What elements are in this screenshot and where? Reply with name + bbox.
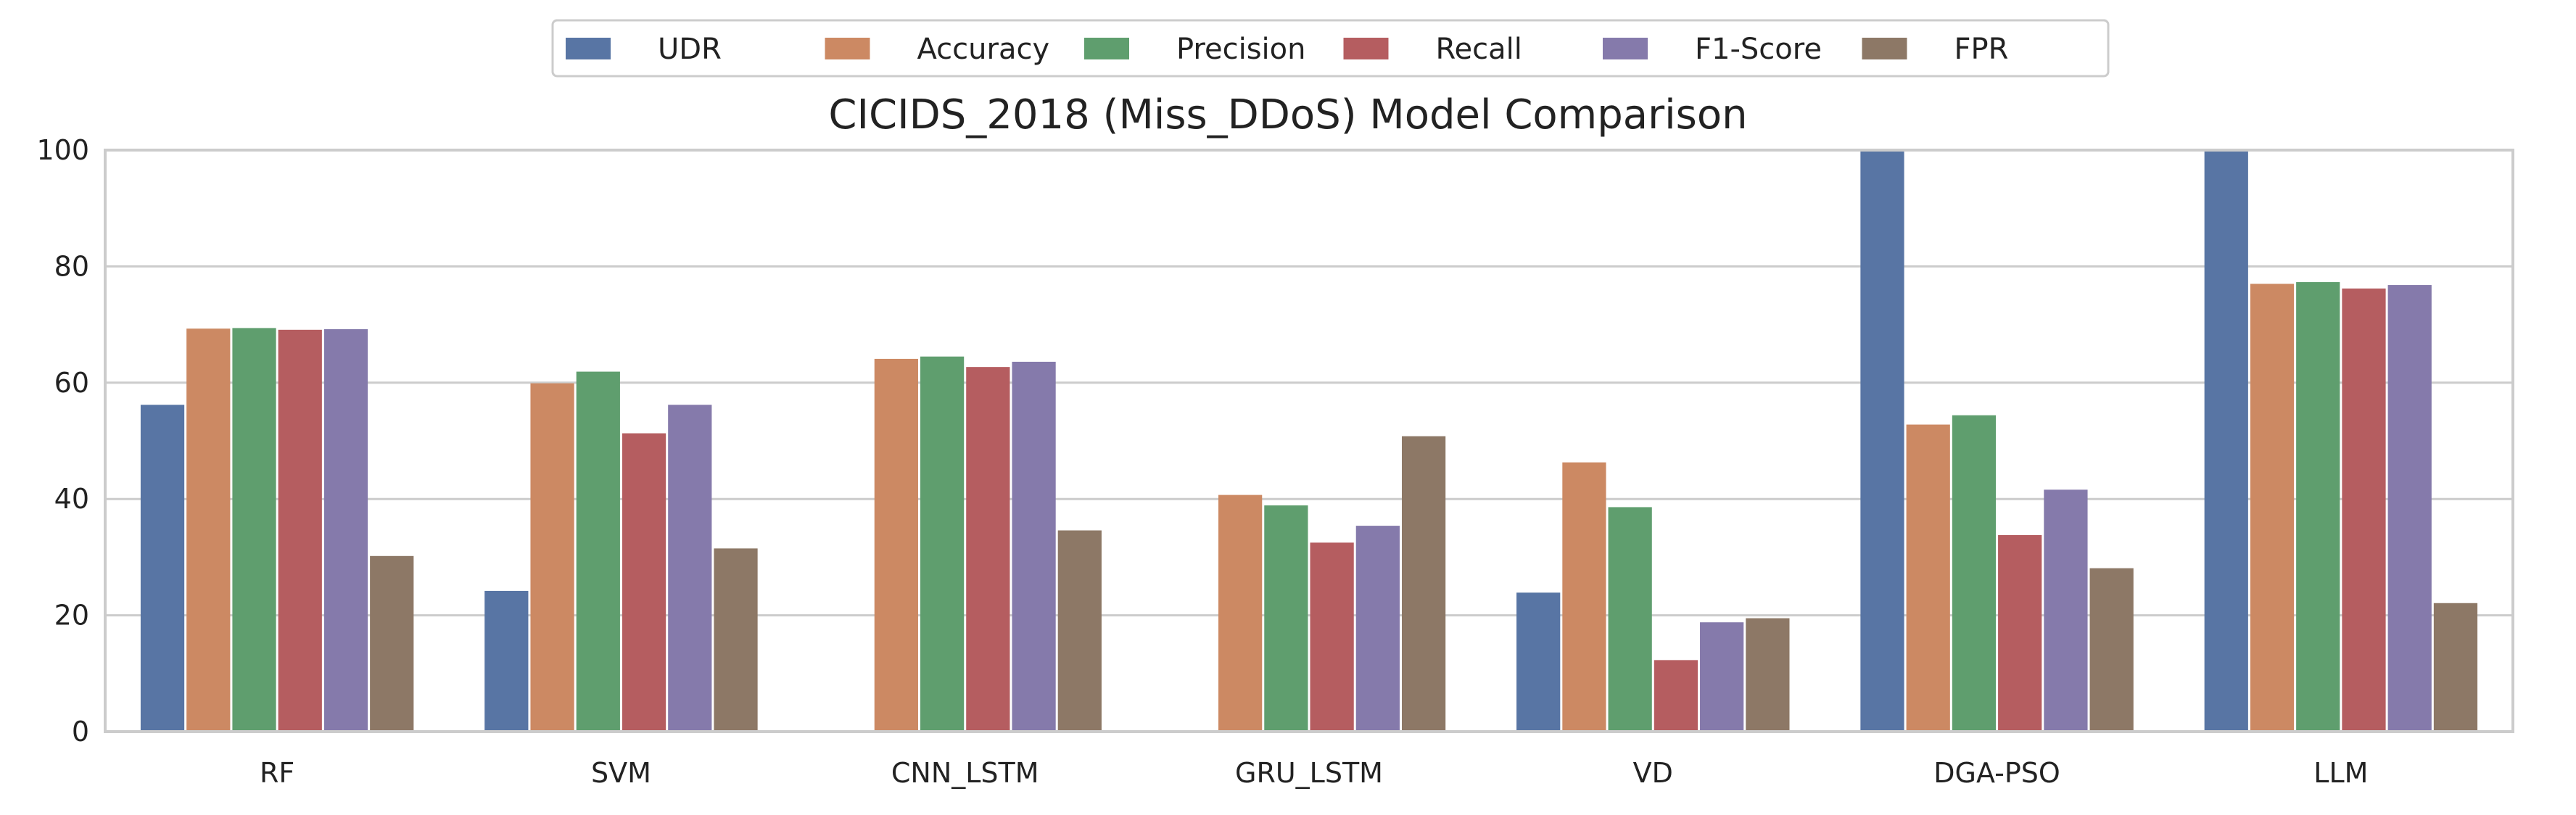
bar-fpr-dga-pso — [2089, 568, 2134, 732]
bar-recall-gru-lstm — [1310, 542, 1354, 732]
bar-udr-dga-pso — [1860, 151, 1904, 732]
legend-label: Precision — [1176, 33, 1305, 66]
x-tick-label: VD — [1633, 757, 1673, 789]
bar-recall-rf — [278, 329, 322, 732]
bars-layer — [140, 150, 2478, 732]
x-tick-label: RF — [260, 757, 294, 789]
legend-swatch — [825, 38, 870, 59]
bar-precision-dga-pso — [1952, 415, 1997, 732]
bar-precision-llm — [2296, 282, 2340, 732]
legend-label: UDR — [658, 33, 722, 66]
bar-udr-rf — [140, 405, 185, 732]
bar-fpr-llm — [2433, 603, 2478, 732]
bar-udr-vd — [1516, 592, 1561, 732]
bar-f1-score-rf — [323, 329, 368, 732]
legend: UDR Accuracy Precision Recall F1-Score FPR — [551, 19, 2110, 78]
x-tick-label: DGA-PSO — [1933, 757, 2060, 789]
bar-precision-rf — [232, 328, 276, 732]
y-tick-label: 20 — [54, 600, 89, 632]
x-tick-label: CNN_LSTM — [891, 757, 1039, 789]
frame-layer — [104, 149, 2514, 733]
grid-layer — [105, 149, 2513, 733]
bar-f1-score-dga-pso — [2044, 489, 2088, 732]
bar-precision-vd — [1608, 507, 1652, 732]
y-tick-label: 80 — [54, 250, 89, 282]
bar-udr-svm — [484, 590, 529, 732]
y-tick-labels: 0 20 40 60 80 100 — [36, 134, 89, 748]
chart-title: CICIDS_2018 (Miss_DDoS) Model Comparison — [828, 91, 1747, 138]
bar-recall-llm — [2342, 288, 2386, 732]
x-tick-label: LLM — [2313, 757, 2368, 789]
bar-f1-score-vd — [1700, 622, 1744, 732]
legend-swatch — [1084, 38, 1129, 59]
bar-accuracy-dga-pso — [1906, 424, 1950, 732]
legend-swatch — [1862, 38, 1907, 59]
bar-fpr-rf — [370, 555, 414, 732]
x-tick-label: GRU_LSTM — [1235, 757, 1383, 789]
bar-fpr-gru-lstm — [1401, 436, 1446, 732]
bar-f1-score-svm — [668, 405, 712, 732]
bar-accuracy-vd — [1562, 462, 1606, 732]
bar-accuracy-cnn-lstm — [874, 358, 918, 732]
legend-label: FPR — [1954, 33, 2009, 66]
bar-f1-score-cnn-lstm — [1012, 361, 1056, 732]
bar-fpr-svm — [714, 548, 758, 732]
y-tick-label: 0 — [72, 716, 89, 748]
legend-swatch — [566, 38, 611, 59]
x-tick-labels: RF SVM CNN_LSTM GRU_LSTM VD DGA-PSO LLM — [260, 757, 2368, 789]
legend-swatch — [1343, 38, 1389, 59]
bar-f1-score-gru-lstm — [1355, 526, 1400, 732]
bar-fpr-cnn-lstm — [1057, 530, 1102, 732]
bar-precision-cnn-lstm — [920, 356, 965, 732]
legend-label: F1-Score — [1695, 33, 1822, 66]
bar-f1-score-llm — [2387, 285, 2432, 732]
bar-accuracy-llm — [2250, 284, 2295, 732]
bar-recall-cnn-lstm — [966, 367, 1010, 732]
x-tick-label: SVM — [591, 757, 651, 789]
y-tick-label: 40 — [54, 483, 89, 515]
plot-frame — [104, 149, 2514, 733]
bar-accuracy-svm — [530, 383, 574, 732]
bar-precision-gru-lstm — [1264, 505, 1308, 732]
bar-accuracy-gru-lstm — [1218, 495, 1263, 732]
bar-recall-vd — [1654, 660, 1698, 732]
bar-recall-svm — [622, 433, 666, 732]
bar-udr-llm — [2204, 150, 2248, 732]
bar-fpr-vd — [1746, 618, 1790, 732]
bar-accuracy-rf — [186, 328, 231, 732]
legend-label: Accuracy — [917, 33, 1050, 66]
y-tick-label: 60 — [54, 367, 89, 399]
legend-label: Recall — [1436, 33, 1522, 66]
legend-box — [551, 19, 2110, 78]
bar-recall-dga-pso — [1998, 534, 2042, 732]
y-tick-label: 100 — [36, 134, 89, 166]
bar-precision-svm — [576, 371, 620, 732]
legend-swatch — [1603, 38, 1648, 59]
